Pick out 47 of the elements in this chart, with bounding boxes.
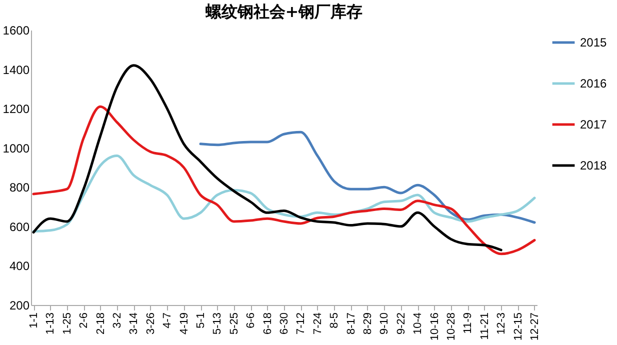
x-tick-label: 2-6 — [78, 312, 90, 328]
x-tick-label: 3-14 — [128, 312, 140, 335]
x-tick-label: 9-22 — [395, 312, 408, 335]
x-tick-label: 5-1 — [195, 312, 207, 328]
line-series — [32, 105, 536, 256]
x-tick-label: 12-3 — [496, 312, 508, 335]
x-tick-label: 11-21 — [478, 312, 491, 340]
x-tick-label: 4-7 — [162, 312, 174, 328]
x-tick-label: 8-5 — [328, 312, 341, 328]
x-tick-label: 1-25 — [61, 312, 74, 335]
line-series — [32, 64, 502, 252]
x-tick-label: 7-24 — [312, 312, 324, 335]
x-tick-label: 12-27 — [528, 312, 541, 341]
x-tick-label: 11-9 — [462, 312, 474, 334]
x-tick-label: 7-12 — [295, 312, 308, 335]
legend-label: 2018 — [580, 158, 608, 172]
line-series — [199, 130, 536, 224]
x-tick-label: 6-30 — [278, 312, 290, 335]
x-tick-label: 5-25 — [228, 312, 240, 335]
x-tick-label: 2-18 — [94, 312, 107, 335]
x-tick-label: 9-10 — [378, 312, 391, 335]
y-tick-label: 1000 — [2, 141, 30, 156]
y-tick-label: 400 — [9, 259, 30, 274]
x-tick-label: 1-13 — [44, 312, 57, 335]
chart-title: 螺纹钢社会+钢厂库存 — [204, 2, 363, 21]
x-tick-label: 10-28 — [445, 312, 458, 341]
x-tick-label: 10-4 — [412, 312, 424, 335]
x-tick-label: 3-2 — [112, 312, 124, 328]
legend-label: 2017 — [580, 118, 608, 132]
x-tick-label: 10-16 — [428, 312, 441, 341]
legend-label: 2016 — [580, 76, 608, 90]
y-tick-label: 800 — [9, 180, 30, 195]
x-tick-label: 6-6 — [245, 312, 258, 328]
legend-label: 2015 — [580, 36, 608, 50]
x-tick-label: 3-26 — [144, 312, 157, 335]
y-tick-label: 1200 — [2, 102, 30, 116]
y-tick-label: 1400 — [2, 62, 30, 77]
x-tick-label: 6-18 — [262, 312, 274, 335]
x-tick-label: 8-17 — [345, 312, 358, 335]
y-tick-label: 200 — [9, 298, 30, 312]
x-tick-label: 8-29 — [362, 312, 374, 335]
y-tick-label: 600 — [9, 220, 30, 234]
x-tick-label: 12-15 — [512, 312, 524, 341]
x-tick-label: 1-1 — [28, 312, 40, 328]
y-tick-label: 1600 — [2, 24, 30, 38]
x-tick-label: 5-13 — [212, 312, 224, 335]
x-tick-label: 4-19 — [178, 312, 190, 335]
